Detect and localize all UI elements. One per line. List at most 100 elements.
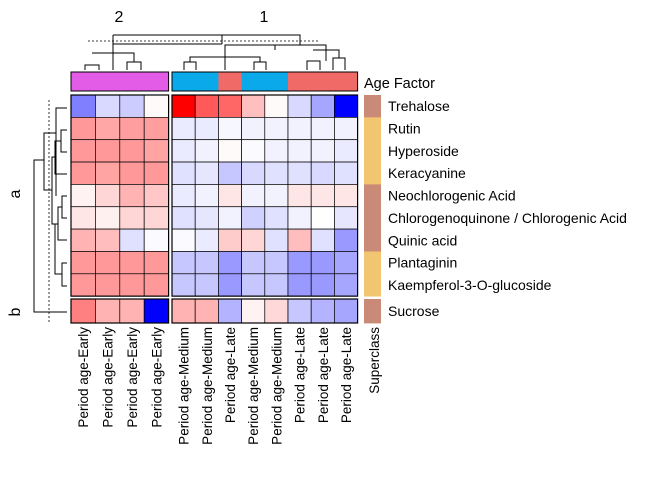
- heatmap-cell: [310, 273, 335, 297]
- column-label: Period age-Late: [293, 327, 308, 423]
- heatmap-cell: [119, 139, 145, 163]
- heatmap-cell: [310, 184, 335, 208]
- heatmap-cell: [143, 251, 169, 275]
- heatmap-cell: [70, 273, 96, 297]
- heatmap-cell: [241, 206, 266, 230]
- column-label: Period age-Late: [223, 327, 238, 423]
- heatmap-cell: [70, 116, 96, 141]
- heatmap-cell: [95, 273, 121, 297]
- age-factor-cell: [195, 72, 219, 91]
- heatmap-cell: [287, 94, 312, 118]
- heatmap-cell: [218, 139, 242, 163]
- heatmap-cell: [70, 161, 96, 185]
- heatmap-cell: [241, 273, 266, 297]
- age-factor-cell: [311, 72, 335, 91]
- heatmap-cell: [310, 116, 335, 141]
- heatmap-cell: [241, 94, 266, 118]
- heatmap-cell: [119, 251, 145, 275]
- heatmap-block-frame: [70, 94, 170, 297]
- row-label: Keracyanine: [388, 165, 466, 181]
- heatmap-block-frame: [171, 298, 359, 324]
- heatmap-block-frames: [70, 94, 359, 324]
- heatmap-cell: [119, 116, 145, 141]
- age-factor-cell: [144, 72, 169, 91]
- heatmap-cell: [143, 298, 169, 324]
- heatmap-cell: [310, 94, 335, 118]
- row-label: Rutin: [388, 121, 421, 137]
- heatmap-cell: [264, 273, 289, 297]
- heatmap-cell: [143, 228, 169, 252]
- column-label: Period age-Late: [339, 327, 354, 423]
- heatmap-cell: [287, 139, 312, 163]
- heatmap-cell: [287, 161, 312, 185]
- heatmap-cell: [218, 94, 242, 118]
- superclass-cell: [364, 117, 381, 141]
- age-factor-cell: [71, 72, 96, 91]
- heatmap-cell: [241, 298, 266, 324]
- heatmap-cell: [194, 116, 219, 141]
- column-cluster-label-1: 1: [260, 9, 269, 26]
- age-factor-cell: [172, 72, 196, 91]
- heatmap-cell: [70, 298, 96, 324]
- heatmap-cell: [287, 116, 312, 141]
- row-label: Kaempferol-3-O-glucoside: [388, 277, 552, 293]
- heatmap-cell: [119, 161, 145, 185]
- row-labels: Trehalose Rutin Hyperoside Keracyanine Neoch…: [388, 98, 627, 319]
- heatmap-cell: [287, 206, 312, 230]
- column-label: Period age-Medium: [269, 327, 284, 445]
- age-factor-cell: [119, 72, 145, 91]
- heatmap-cell: [194, 184, 219, 208]
- heatmap-cell: [287, 251, 312, 275]
- superclass-cell: [364, 251, 381, 275]
- heatmap-block-frame: [171, 94, 359, 297]
- superclass-cell: [364, 184, 381, 208]
- heatmap-cell: [119, 94, 145, 118]
- heatmap-cell: [264, 184, 289, 208]
- heatmap-cell: [95, 161, 121, 185]
- column-label: Period age-Early: [101, 327, 116, 428]
- column-label: Period age-Medium: [200, 327, 215, 445]
- heatmap-cell: [95, 298, 121, 324]
- row-label: Neochlorogenic Acid: [388, 188, 516, 204]
- heatmap-cell: [95, 94, 121, 118]
- heatmap-cell: [119, 298, 145, 324]
- heatmap-cell: [171, 298, 196, 324]
- column-label: Period age-Early: [76, 327, 91, 428]
- heatmap-cell: [171, 273, 196, 297]
- age-factor-cell: [264, 72, 289, 91]
- heatmap-cell: [143, 273, 169, 297]
- heatmap-cell: [70, 139, 96, 163]
- heatmap-cell: [70, 206, 96, 230]
- heatmap-cell: [264, 161, 289, 185]
- heatmap-cell: [171, 139, 196, 163]
- heatmap-cell: [334, 116, 358, 141]
- column-labels: Period age-Early Period age-Early Period a…: [76, 327, 354, 445]
- heatmap-cell: [95, 251, 121, 275]
- heatmap-cell: [70, 94, 96, 118]
- row-label: Sucrose: [388, 303, 440, 319]
- heatmap-cell: [241, 139, 266, 163]
- heatmap-cell: [171, 251, 196, 275]
- superclass-annotation: [364, 95, 381, 324]
- age-factor-title: Age Factor: [364, 76, 435, 92]
- row-label: Plantaginin: [388, 255, 457, 271]
- heatmap-cell: [218, 273, 242, 297]
- heatmap-cell: [264, 228, 289, 252]
- heatmap-cell: [264, 139, 289, 163]
- heatmap-cell: [194, 298, 219, 324]
- heatmap-cell: [119, 184, 145, 208]
- column-label: Period age-Early: [149, 327, 164, 428]
- heatmap-cell: [264, 206, 289, 230]
- row-label: Trehalose: [388, 98, 450, 114]
- column-label: Period age-Medium: [177, 327, 192, 445]
- heatmap-cell: [171, 116, 196, 141]
- superclass-cell: [364, 206, 381, 230]
- age-factor-annotation: [70, 71, 359, 92]
- heatmap-cell: [241, 116, 266, 141]
- heatmap-cell: [218, 298, 242, 324]
- heatmap-cell: [334, 273, 358, 297]
- row-label: Hyperoside: [388, 143, 459, 159]
- heatmap-cell: [194, 206, 219, 230]
- heatmap-cell: [143, 116, 169, 141]
